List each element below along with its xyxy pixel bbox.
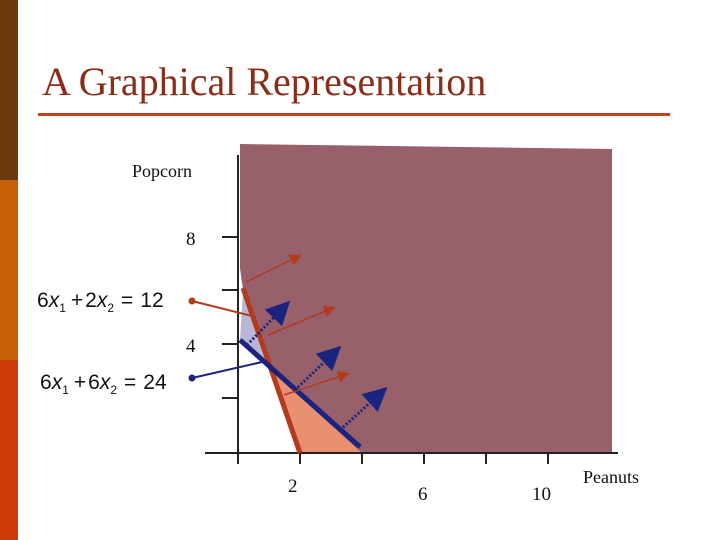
direction-arrows-red [245,254,350,396]
y-axis-label: Popcorn [132,161,192,181]
side-bar-middle [0,180,18,360]
x-tick-label-10: 10 [532,484,551,505]
y-tick-marks [222,236,238,399]
slide-title: A Graphical Representation [42,59,487,104]
y-tick-label-8: 8 [186,229,196,250]
x-tick-label-2: 2 [288,476,298,497]
equation-1: 6x1 +2x2 = 12 [37,289,164,315]
x-tick-label-6: 6 [418,484,428,505]
equation-2: 6x1 +6x2 = 24 [40,371,167,397]
leader-dot-blue [188,374,196,382]
x-axis-label: Peanuts [583,467,639,487]
leader-line-blue [191,361,263,379]
y-tick-label-4: 4 [186,336,196,357]
title-underline [38,113,670,116]
feasible-region [240,144,612,452]
direction-arrows-blue [245,300,388,432]
leader-line-red [191,300,257,318]
x-tick-marks [237,453,549,464]
side-bar-top [0,0,18,180]
side-bar-bottom [0,360,18,540]
leader-dot-red [188,297,196,305]
